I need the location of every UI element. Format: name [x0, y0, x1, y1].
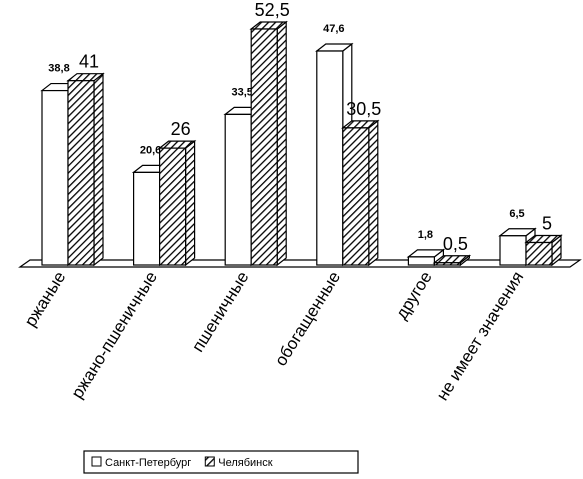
bar	[224, 113, 252, 266]
legend-frame	[83, 450, 359, 474]
value-label: 0,5	[443, 234, 468, 254]
value-label: 5	[542, 214, 552, 234]
value-label: 41	[79, 52, 99, 72]
bar	[499, 235, 527, 266]
value-label: 1,8	[418, 229, 433, 241]
value-label: 52,5	[255, 0, 290, 20]
bar	[159, 147, 187, 266]
x-tick-label: обогащенные	[271, 268, 344, 369]
legend-swatch	[91, 456, 102, 467]
x-tick-label: пшеничные	[188, 268, 252, 355]
value-label: 33,5	[231, 86, 252, 98]
bar	[41, 89, 69, 266]
floor	[18, 259, 582, 268]
bar	[133, 171, 161, 266]
bar	[250, 28, 278, 266]
bar-side	[276, 20, 287, 267]
bar-side	[93, 72, 104, 267]
x-tick-label: другое	[392, 268, 436, 323]
bar	[342, 127, 370, 266]
value-label: 47,6	[323, 23, 344, 35]
legend-label: Санкт-Петербург	[105, 457, 191, 469]
legend-label: Челябинск	[218, 457, 272, 469]
bar-side	[185, 139, 196, 267]
x-tick-label: ржано-пшеничные	[68, 268, 161, 402]
value-label: 30,5	[346, 99, 381, 119]
value-label: 20,6	[140, 144, 161, 156]
bar	[525, 241, 553, 266]
value-label: 26	[171, 119, 191, 139]
bar	[316, 50, 344, 266]
value-label: 38,8	[48, 63, 69, 75]
bar-side	[368, 119, 379, 267]
x-tick-label: не имеет значения	[433, 268, 528, 404]
x-tick-label: ржаные	[21, 268, 70, 330]
bar	[407, 256, 435, 266]
bar	[67, 80, 95, 266]
bar	[433, 262, 461, 266]
legend-swatch	[204, 456, 215, 467]
value-label: 6,5	[509, 208, 524, 220]
legend: Санкт-Петербург Челябинск	[83, 450, 359, 474]
